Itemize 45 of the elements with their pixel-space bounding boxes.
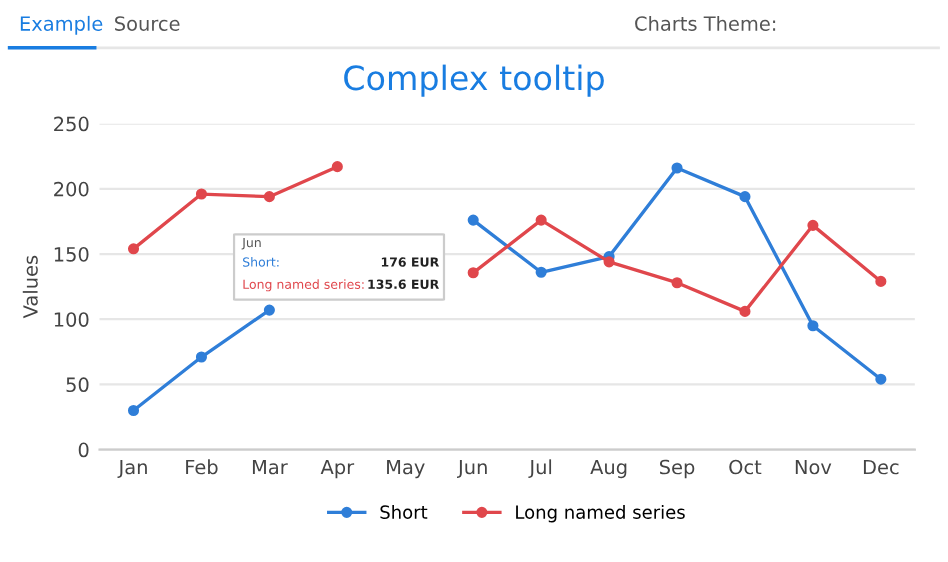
y-tick-label: 50 <box>66 377 89 393</box>
x-tick-label: Jul <box>528 459 552 478</box>
y-axis-title: Values <box>22 255 38 319</box>
x-tick-label: Sep <box>659 459 695 479</box>
text: Charts Theme: <box>635 15 776 31</box>
x-tick-label: Nov <box>795 459 832 475</box>
point <box>195 188 208 200</box>
point <box>331 161 343 173</box>
y-tick-label: 150 <box>54 246 89 262</box>
y-tick-label: 0 <box>78 442 89 458</box>
x-tick-label: Jun <box>457 459 487 478</box>
x-tick-label: Jan <box>117 459 147 478</box>
point <box>875 275 887 287</box>
x-tick-label: Dec <box>863 459 899 475</box>
chart-title: Complex tooltip <box>344 64 604 97</box>
point <box>467 214 479 226</box>
point <box>127 243 140 255</box>
point <box>739 191 751 203</box>
point <box>671 162 683 174</box>
point <box>807 320 819 332</box>
text: Source <box>115 16 180 31</box>
point <box>467 267 479 279</box>
x-tick-label: Feb <box>186 459 218 475</box>
y-tick-label: 250 <box>54 116 89 132</box>
point <box>535 214 547 226</box>
point <box>671 277 683 289</box>
y-tick-label: 200 <box>54 181 89 197</box>
point <box>195 351 208 363</box>
text: Example <box>20 15 103 35</box>
point <box>739 305 751 317</box>
legend-label: Long named series <box>516 504 685 523</box>
point <box>535 266 547 278</box>
point <box>603 256 615 268</box>
point <box>263 304 275 316</box>
point <box>807 219 819 231</box>
x-tick-label: May <box>387 459 425 479</box>
y-tick-label: 100 <box>54 312 89 327</box>
point <box>263 191 275 203</box>
x-tick-label: Apr <box>320 459 355 479</box>
x-tick-label: Mar <box>252 459 288 475</box>
x-tick-label: Aug <box>590 459 627 479</box>
legend-label: Short <box>380 504 428 519</box>
x-tick-label: Oct <box>729 459 762 475</box>
point <box>875 373 887 385</box>
point <box>127 404 140 417</box>
